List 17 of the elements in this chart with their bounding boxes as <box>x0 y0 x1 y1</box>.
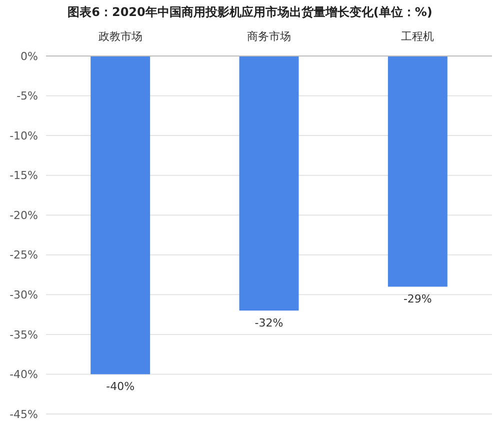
y-tick-label: -45% <box>10 408 38 421</box>
x-tick-label: 商务市场 <box>247 30 291 43</box>
y-tick-label: -10% <box>10 129 38 142</box>
data-label: -32% <box>254 316 284 330</box>
y-tick-label: -25% <box>10 248 38 262</box>
y-tick-label: -35% <box>10 328 38 342</box>
x-tick-label: 政教市场 <box>98 30 142 43</box>
y-tick-label: -40% <box>10 368 38 382</box>
x-tick-label: 工程机 <box>401 30 434 43</box>
chart-title: 图表6：2020年中国商用投影机应用市场出货量增长变化(单位：%) <box>68 5 432 19</box>
data-label: -40% <box>106 380 135 394</box>
y-tick-label: -20% <box>10 208 38 222</box>
data-label: -29% <box>403 292 432 306</box>
y-tick-label: -15% <box>10 169 38 182</box>
y-tick-label: -5% <box>16 90 38 103</box>
y-tick-label: 0% <box>20 50 38 63</box>
y-tick-label: -30% <box>10 288 38 302</box>
